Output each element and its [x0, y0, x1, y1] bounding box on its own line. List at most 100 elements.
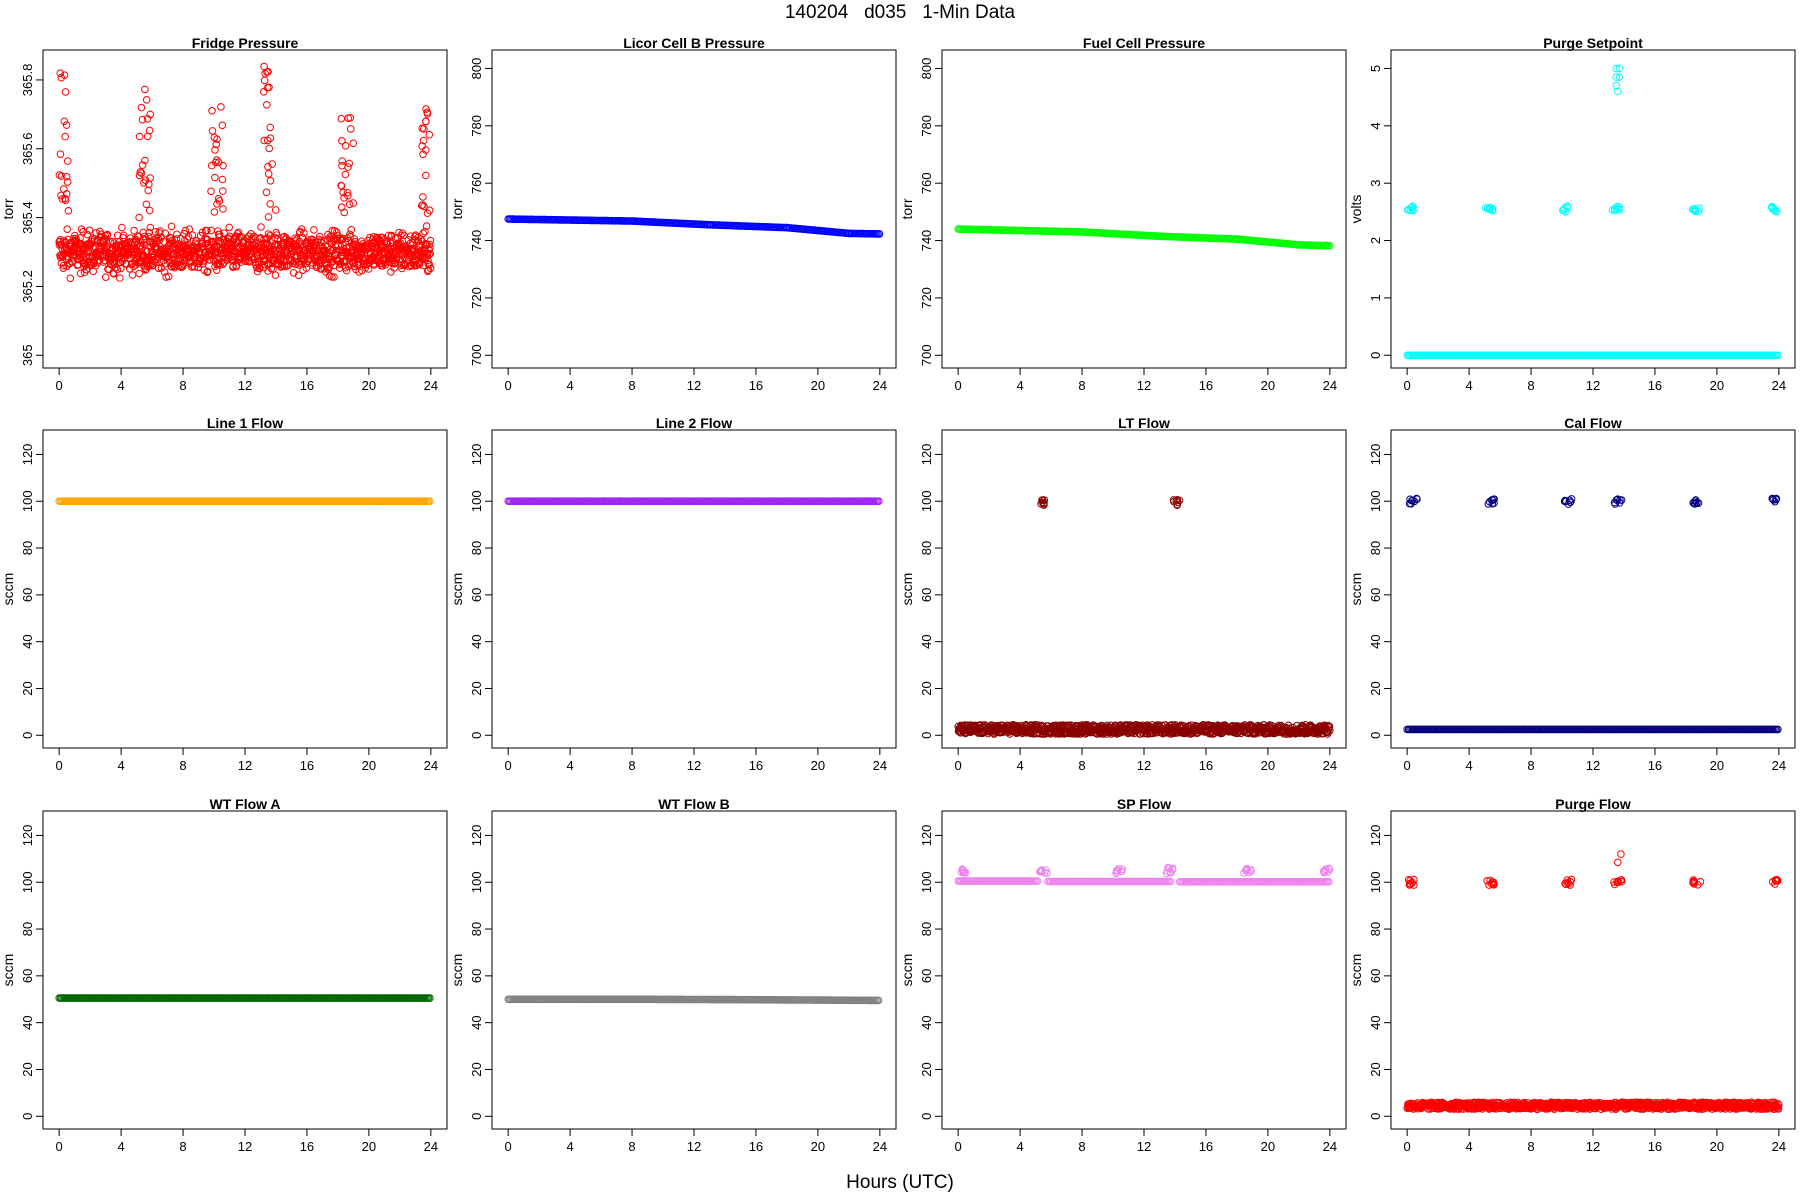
panel-title: WT Flow A [209, 796, 280, 812]
data-point [342, 266, 351, 275]
x-tick-label: 20 [1261, 758, 1275, 773]
data-point [113, 265, 122, 274]
x-tick-label: 16 [749, 378, 763, 393]
x-tick-label: 24 [873, 1139, 887, 1154]
data-point [340, 208, 349, 217]
y-tick-label: 40 [469, 634, 484, 648]
data-point [345, 200, 354, 209]
y-tick-label: 700 [469, 344, 484, 366]
data-point [211, 173, 219, 182]
data-point [426, 264, 435, 273]
data-point [426, 244, 434, 252]
data-point [229, 262, 237, 271]
y-tick-label: 40 [1368, 634, 1383, 648]
data-point [215, 233, 223, 241]
y-axis-label: volts [1348, 195, 1364, 224]
data-point [257, 223, 265, 231]
data-point [345, 159, 354, 168]
y-tick-label: 1 [1368, 294, 1383, 301]
data-point [210, 243, 219, 251]
data-point [66, 274, 75, 283]
data-point [135, 269, 143, 278]
y-tick-label: 0 [20, 1113, 35, 1120]
data-point [312, 242, 320, 251]
x-tick-label: 12 [1586, 378, 1600, 393]
y-tick-label: 120 [469, 825, 484, 847]
data-series [504, 995, 883, 1005]
data-point [294, 271, 303, 280]
y-tick-label: 20 [919, 681, 934, 695]
data-point [56, 150, 65, 158]
data-point [271, 271, 280, 280]
data-point [62, 172, 71, 181]
x-tick-label: 4 [117, 378, 124, 393]
data-point [55, 171, 64, 179]
x-tick-label: 12 [687, 758, 701, 773]
data-point [264, 213, 273, 221]
y-tick-label: 100 [20, 490, 35, 512]
data-point [203, 267, 212, 276]
data-point [154, 264, 163, 273]
data-point [265, 144, 274, 153]
data-point [184, 233, 193, 241]
data-point [273, 231, 281, 239]
data-point [128, 271, 137, 279]
y-tick-label: 740 [469, 230, 484, 252]
data-point [341, 142, 350, 150]
data-point [57, 73, 66, 82]
data-point [146, 174, 154, 182]
data-point [328, 273, 336, 281]
x-tick-label: 20 [811, 1139, 825, 1154]
data-point [137, 169, 146, 177]
data-point [260, 136, 269, 145]
y-tick-label: 120 [20, 444, 35, 466]
x-tick-label: 24 [873, 378, 887, 393]
data-point [61, 132, 69, 141]
x-tick-label: 8 [628, 1139, 635, 1154]
data-point [406, 232, 415, 240]
x-tick-label: 12 [1137, 378, 1151, 393]
data-point [875, 230, 884, 238]
data-point [1481, 204, 1490, 212]
data-point [144, 232, 153, 241]
data-point [136, 168, 145, 176]
y-tick-label: 5 [1368, 65, 1383, 72]
x-tick-label: 12 [238, 378, 252, 393]
data-point [185, 225, 194, 233]
data-point [422, 146, 430, 154]
x-tick-label: 16 [749, 758, 763, 773]
data-point [293, 235, 301, 243]
data-point [218, 175, 227, 184]
x-tick-label: 24 [873, 758, 887, 773]
data-point [65, 260, 73, 268]
y-tick-label: 365.8 [20, 64, 35, 97]
data-point [90, 259, 98, 268]
data-point [251, 234, 260, 242]
plot-frame [42, 49, 448, 369]
plot-frame [1390, 429, 1796, 749]
data-point [425, 260, 434, 269]
panel-title: WT Flow B [658, 796, 730, 812]
data-point [1611, 205, 1619, 213]
data-point [138, 115, 147, 124]
x-tick-label: 16 [1648, 378, 1662, 393]
data-point [345, 260, 354, 269]
data-point [1612, 81, 1620, 90]
y-axis-label: torr [0, 198, 16, 219]
data-point [316, 232, 324, 241]
y-tick-label: 60 [469, 969, 484, 983]
x-tick-label: 24 [424, 758, 438, 773]
y-tick-label: 2 [1368, 237, 1383, 244]
data-point [160, 268, 169, 276]
data-point [419, 229, 428, 238]
data-point [1691, 207, 1700, 216]
y-tick-label: 720 [919, 287, 934, 309]
y-tick-label: 120 [469, 444, 484, 466]
data-point [74, 251, 83, 259]
data-point [92, 229, 100, 237]
y-tick-label: 3 [1368, 180, 1383, 187]
y-axis-label: torr [899, 198, 915, 219]
